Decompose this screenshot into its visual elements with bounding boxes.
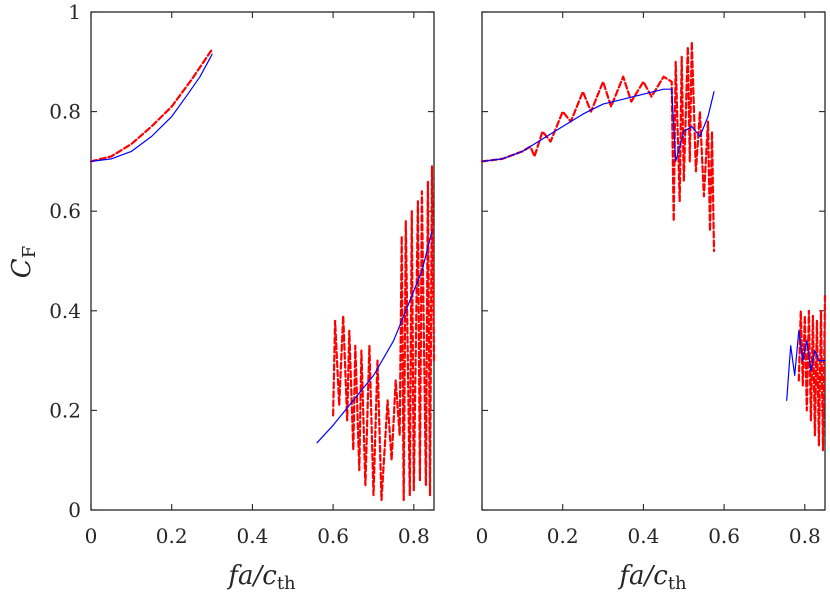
left-blue-series-segment-0 xyxy=(90,53,213,162)
left-ytick-label: 0.2 xyxy=(49,398,81,422)
left-blue-series-segment-1 xyxy=(316,230,433,444)
right-xtick-label: 0.2 xyxy=(547,524,579,548)
ylabel-main: C xyxy=(7,258,37,278)
left-xtick-label: 0.8 xyxy=(398,524,430,548)
left-xtick-label: 0.2 xyxy=(156,524,188,548)
right-axes-box xyxy=(481,11,826,511)
left-red-series-segment-1 xyxy=(332,165,436,502)
left-ytick-label: 0.4 xyxy=(49,299,81,323)
right-xtick-label: 0 xyxy=(476,524,489,548)
left-x-axis-label: fa/cth xyxy=(226,561,296,594)
left-xlabel-sub: th xyxy=(277,573,296,594)
right-red-series-segment-1 xyxy=(797,294,827,452)
right-panel: 0 0.2 0.4 0.6 0.8 fa/cth xyxy=(476,11,827,594)
left-ticks: 0 0.2 0.4 0.6 0.8 0 0.2 0.4 0.6 0.8 1 xyxy=(49,0,434,548)
right-ticks: 0 0.2 0.4 0.6 0.8 xyxy=(476,11,825,548)
left-series xyxy=(89,48,436,502)
right-blue-series-segment-1 xyxy=(786,330,826,401)
right-series xyxy=(480,40,827,452)
left-panel: 0 0.2 0.4 0.6 0.8 0 0.2 0.4 0.6 0.8 1 fa/cth CF xyxy=(7,0,436,594)
left-xtick-label: 0.4 xyxy=(237,524,269,548)
right-xlabel-main: fa/c xyxy=(617,561,668,591)
left-ytick-label: 0 xyxy=(68,498,81,522)
y-axis-label: CF xyxy=(7,246,40,278)
right-xlabel-sub: th xyxy=(668,573,687,594)
right-blue-series-segment-0 xyxy=(481,88,715,162)
right-x-axis-label: fa/cth xyxy=(617,561,687,594)
ylabel-sub: F xyxy=(19,246,40,259)
left-ytick-label: 0.6 xyxy=(49,199,81,223)
left-xlabel-main: fa/c xyxy=(226,561,277,591)
left-axes-box xyxy=(90,11,435,511)
left-xtick-label: 0.6 xyxy=(317,524,349,548)
left-xtick-label: 0 xyxy=(85,524,98,548)
left-ytick-label: 0.8 xyxy=(49,100,81,124)
left-ytick-label: 1 xyxy=(68,0,81,24)
right-xtick-label: 0.8 xyxy=(789,524,821,548)
left-red-series-segment-0 xyxy=(89,48,214,163)
right-xtick-label: 0.4 xyxy=(628,524,660,548)
right-xtick-label: 0.6 xyxy=(708,524,740,548)
